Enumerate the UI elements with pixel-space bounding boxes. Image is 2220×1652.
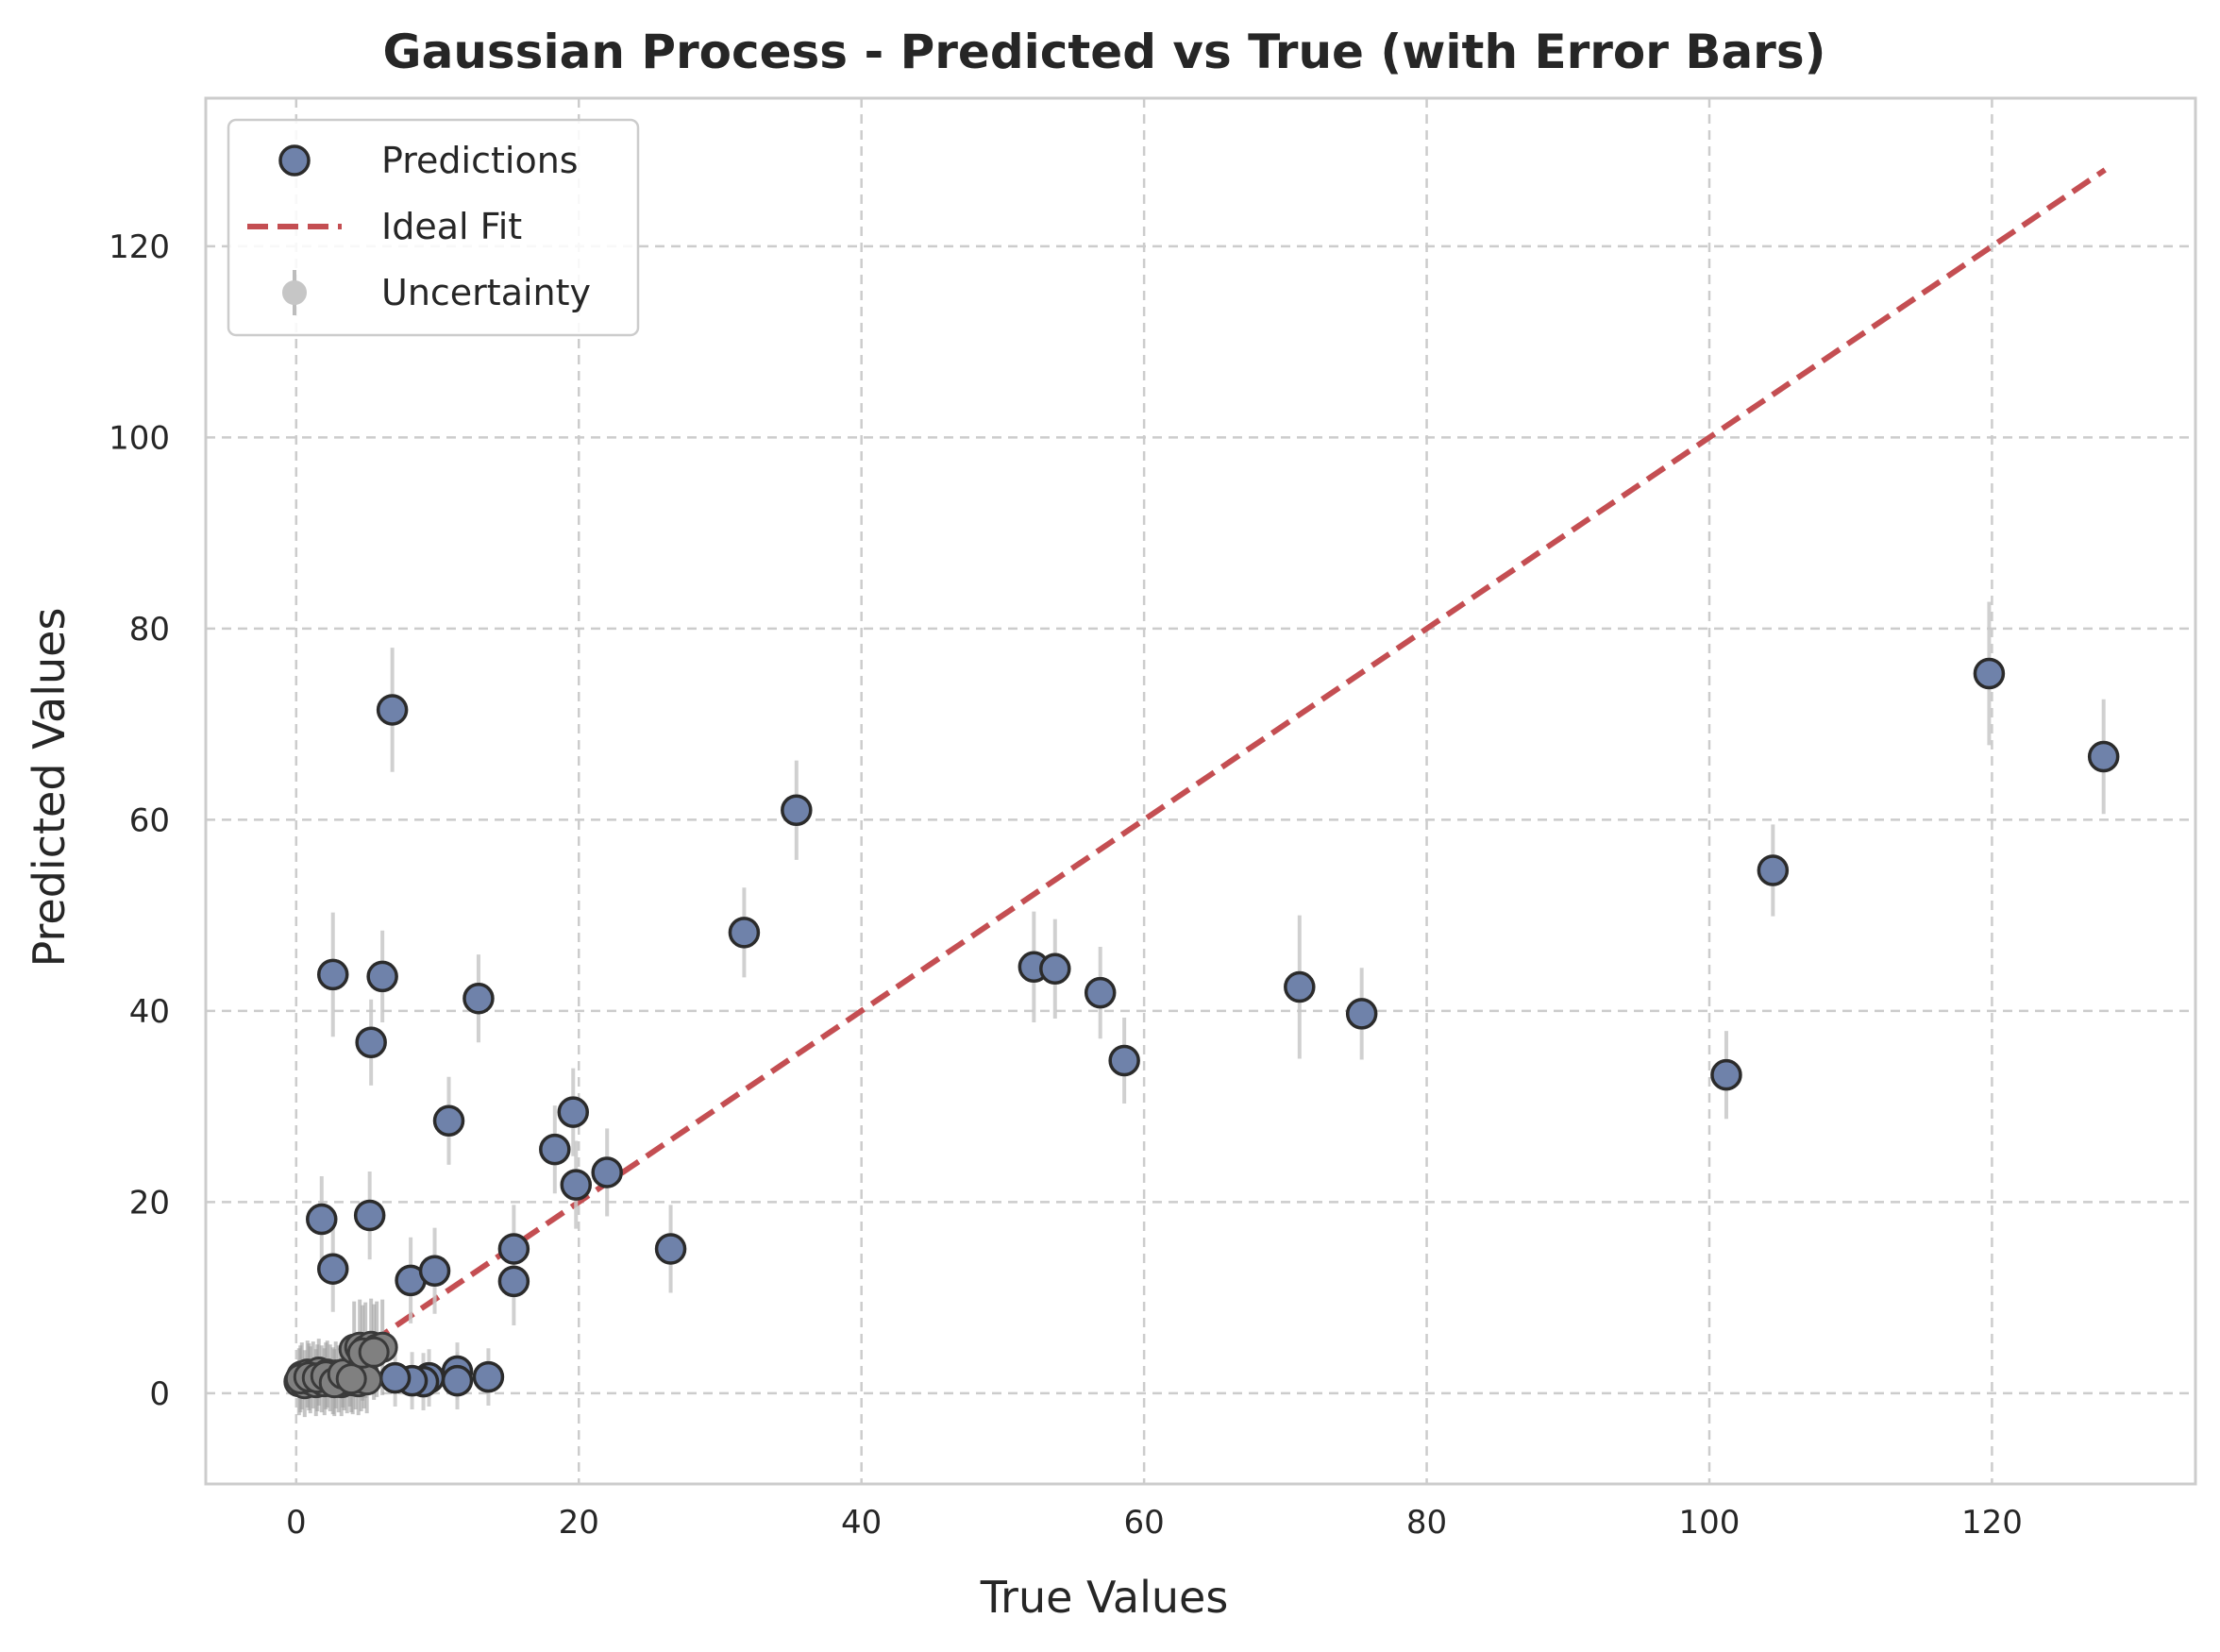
prediction-point — [432, 1104, 465, 1138]
plot-frame — [204, 96, 2197, 1486]
y-ticks: 0 20 40 60 80 100 120 — [109, 228, 170, 1413]
prediction-point — [1973, 657, 2006, 690]
legend-label: Uncertainty — [381, 272, 591, 313]
prediction-point — [560, 1169, 593, 1201]
prediction-point — [353, 1199, 386, 1232]
prediction-point — [654, 1233, 687, 1265]
prediction-point — [376, 694, 409, 726]
chart-title: Gaussian Process - Predicted vs True (wi… — [383, 25, 1826, 79]
x-tick-label: 0 — [286, 1504, 307, 1542]
prediction-point — [1084, 976, 1117, 1009]
legend-box — [227, 118, 640, 337]
prediction-point — [355, 1026, 387, 1059]
legend-swatch-circle — [278, 144, 311, 177]
y-tick-label: 60 — [129, 801, 170, 839]
prediction-point — [462, 982, 495, 1015]
y-tick-label: 120 — [109, 228, 170, 266]
uncertainty-point — [335, 1363, 367, 1395]
prediction-point — [366, 960, 398, 993]
prediction-point — [781, 794, 813, 826]
x-tick-label: 40 — [841, 1504, 882, 1542]
prediction-point — [1108, 1044, 1140, 1077]
prediction-point — [316, 958, 349, 991]
prediction-point — [1284, 970, 1316, 1003]
legend-label: Predictions — [381, 140, 579, 181]
legend: Predictions Ideal Fit Uncertainty — [227, 118, 640, 337]
ideal-fit-line — [294, 167, 2107, 1396]
ideal-fit-layer — [294, 167, 2107, 1396]
x-tick-label: 60 — [1123, 1504, 1164, 1542]
y-tick-label: 0 — [149, 1375, 170, 1413]
prediction-point — [418, 1255, 451, 1287]
prediction-point — [497, 1265, 530, 1298]
y-tick-label: 40 — [129, 993, 170, 1031]
x-tick-label: 120 — [1961, 1504, 2023, 1542]
points-layer — [283, 657, 2120, 1400]
x-tick-label: 100 — [1679, 1504, 1741, 1542]
grid — [206, 98, 2195, 1484]
prediction-point — [472, 1360, 505, 1393]
y-tick-label: 20 — [129, 1184, 170, 1222]
prediction-point — [441, 1364, 474, 1397]
prediction-point — [1345, 998, 1378, 1030]
prediction-point — [539, 1133, 571, 1166]
prediction-point — [591, 1156, 623, 1188]
x-tick-label: 20 — [559, 1504, 599, 1542]
prediction-point — [497, 1233, 530, 1265]
uncertainty-point — [358, 1336, 390, 1368]
prediction-point — [1757, 854, 1790, 886]
prediction-point — [306, 1203, 338, 1236]
y-tick-label: 100 — [109, 419, 170, 457]
x-ticks: 0 20 40 60 80 100 120 — [286, 1504, 2023, 1542]
x-axis-label: True Values — [980, 1572, 1229, 1623]
y-axis-label: Predicted Values — [24, 608, 75, 968]
prediction-point — [316, 1253, 349, 1285]
prediction-point — [1039, 952, 1071, 986]
prediction-point — [378, 1361, 412, 1394]
legend-label: Ideal Fit — [381, 206, 522, 247]
legend-swatch-circle — [282, 280, 307, 305]
prediction-point — [1710, 1058, 1742, 1091]
prediction-point — [728, 917, 761, 949]
y-tick-label: 80 — [129, 611, 170, 649]
prediction-point — [2087, 740, 2120, 773]
x-tick-label: 80 — [1406, 1504, 1447, 1542]
prediction-point — [557, 1096, 590, 1128]
